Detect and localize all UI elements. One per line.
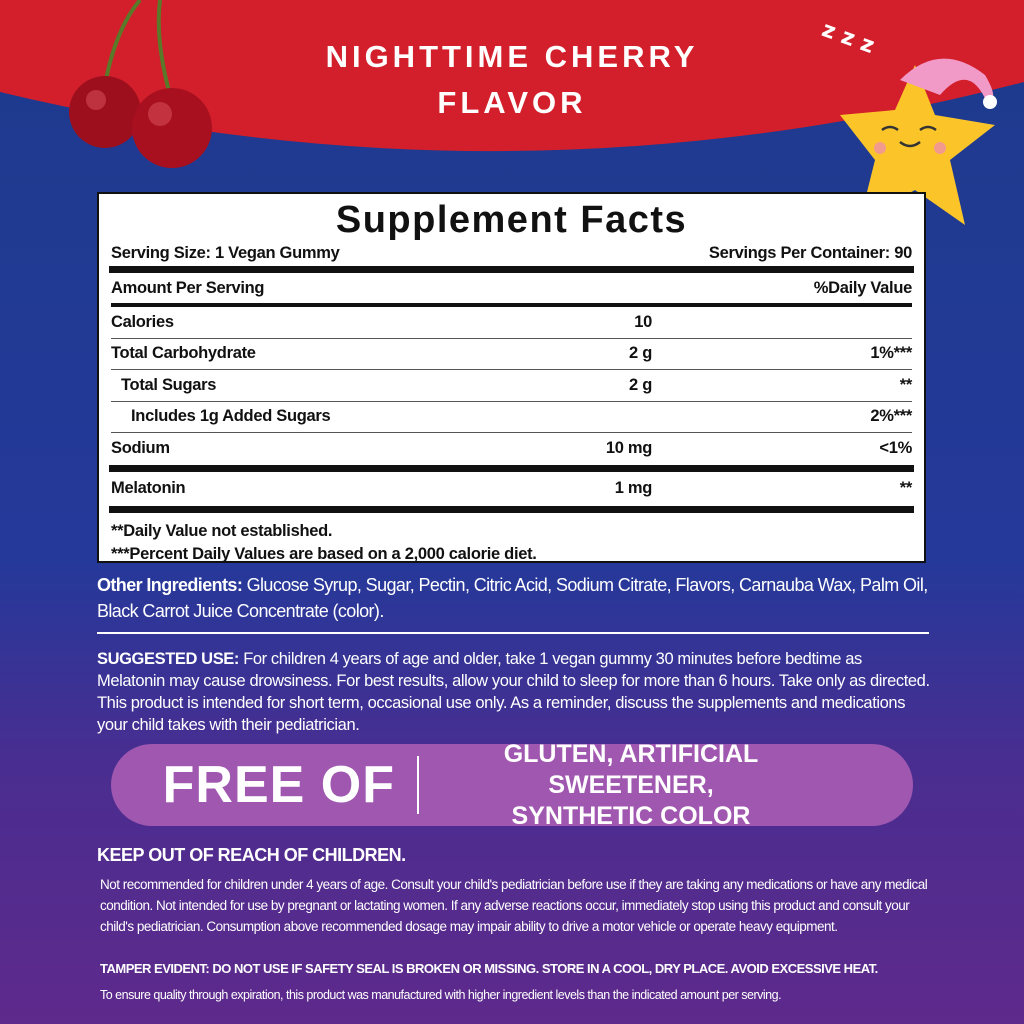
nutrient-amount: 10 mg: [605, 439, 652, 458]
suggested-use-text: For children 4 years of age and older, t…: [97, 650, 930, 734]
flavor-title: NIGHTTIME CHERRY FLAVOR: [0, 34, 1024, 126]
keep-out-heading: KEEP OUT OF REACH OF CHILDREN.: [97, 845, 406, 865]
nutrient-amount: 2 g: [629, 344, 652, 363]
suggested-use: SUGGESTED USE: For children 4 years of a…: [97, 648, 931, 736]
supplement-facts-panel: Supplement Facts Serving Size: 1 Vegan G…: [97, 192, 926, 563]
nutrient-dv: 1%***: [870, 344, 912, 363]
flavor-line-1: NIGHTTIME CHERRY: [325, 39, 699, 74]
footnote: ***Percent Daily Values are based on a 2…: [111, 544, 537, 563]
facts-row: Melatonin 1 mg **: [111, 472, 912, 506]
nutrient-name: Melatonin: [111, 479, 186, 497]
free-of-line-2: SYNTHETIC COLOR: [511, 801, 751, 830]
other-ingredients: Other Ingredients: Glucose Syrup, Sugar,…: [97, 572, 931, 624]
nutrient-dv: 2%***: [870, 407, 912, 426]
sleeping-star-icon: z z z: [820, 20, 997, 225]
nutrient-dv: **: [899, 479, 913, 497]
nutrient-amount: 2 g: [629, 375, 652, 394]
divider: [417, 756, 419, 814]
free-of-line-1: GLUTEN, ARTIFICIAL SWEETENER,: [503, 739, 759, 799]
divider: [97, 632, 929, 634]
nutrient-dv: <1%: [879, 439, 912, 458]
zzz-text: z z z: [820, 20, 878, 59]
free-of-banner: FREE OF GLUTEN, ARTIFICIAL SWEETENER, SYN…: [111, 740, 913, 830]
flavor-line-2: FLAVOR: [437, 85, 587, 120]
other-ingredients-text: Glucose Syrup, Sugar, Pectin, Citric Aci…: [97, 575, 928, 621]
nutrient-amount: 10: [634, 312, 652, 331]
divider: [109, 266, 914, 273]
facts-title: Supplement Facts: [335, 199, 688, 241]
nutrient-dv: **: [899, 375, 913, 394]
nutrient-name: Total Carbohydrate: [111, 344, 256, 363]
servings-per-container: Servings Per Container: 90: [708, 243, 912, 262]
quality-note: To ensure quality through expiration, th…: [100, 988, 782, 1002]
nutrient-name: Total Sugars: [121, 375, 217, 394]
facts-row: Sodium 10 mg <1%: [111, 433, 912, 465]
red-header-band: [0, 0, 1024, 152]
divider: [111, 303, 912, 307]
facts-row: Calories 10: [111, 307, 912, 339]
other-ingredients-label: Other Ingredients:: [97, 575, 243, 595]
suggested-use-label: SUGGESTED USE:: [97, 650, 240, 668]
amount-header: Amount Per Serving: [111, 278, 265, 297]
nutrient-name: Sodium: [111, 439, 170, 458]
dv-header: %Daily Value: [813, 278, 913, 297]
nutrient-amount: 1 mg: [614, 479, 653, 497]
serving-size: Serving Size: 1 Vegan Gummy: [111, 243, 340, 262]
footnote: **Daily Value not established.: [111, 521, 333, 540]
facts-row: Total Sugars 2 g **: [111, 370, 912, 402]
facts-row: Includes 1g Added Sugars 2%***: [111, 402, 912, 433]
warning-text: Not recommended for children under 4 yea…: [100, 877, 928, 934]
tamper-evident-text: TAMPER EVIDENT: DO NOT USE IF SAFETY SEA…: [100, 961, 878, 976]
nutrient-name: Calories: [111, 312, 174, 331]
free-of-label: FREE OF: [162, 756, 395, 814]
free-of-items: GLUTEN, ARTIFICIAL SWEETENER, SYNTHETIC C…: [419, 739, 913, 832]
cherry-illustration: [69, 0, 212, 168]
divider: [109, 505, 914, 513]
nutrient-name: Includes 1g Added Sugars: [131, 407, 331, 426]
facts-row: Total Carbohydrate 2 g 1%***: [111, 339, 912, 370]
divider: [109, 464, 914, 472]
